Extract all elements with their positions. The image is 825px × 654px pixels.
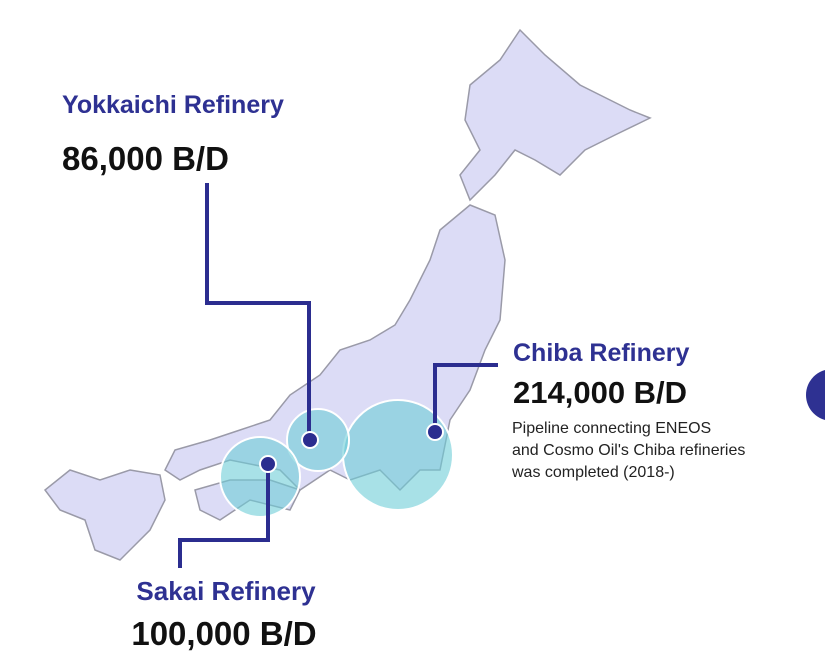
refinery-note: was completed (2018-) (511, 464, 675, 481)
kyushu (43, 469, 166, 561)
edge-badge (806, 369, 825, 421)
refinery-note: Pipeline connecting ENEOS (512, 420, 711, 437)
sakai-dot (259, 455, 277, 473)
refinery-capacity: 86,000 B/D (62, 140, 229, 177)
chiba-leader (433, 363, 498, 432)
refinery-capacity: 214,000 B/D (513, 375, 687, 410)
sakai-zone (219, 436, 301, 518)
chiba-dot (426, 423, 444, 441)
hokkaido (459, 28, 652, 202)
sakai-leader (178, 464, 270, 568)
refinery-name: Yokkaichi Refinery (62, 91, 284, 119)
yokkaichi-dot (301, 431, 319, 449)
refinery-capacity: 100,000 B/D (131, 615, 316, 652)
refinery-name: Chiba Refinery (513, 339, 690, 367)
refinery-note: and Cosmo Oil's Chiba refineries (512, 442, 745, 459)
yokkaichi-leader (205, 183, 311, 440)
refinery-name: Sakai Refinery (136, 576, 316, 606)
